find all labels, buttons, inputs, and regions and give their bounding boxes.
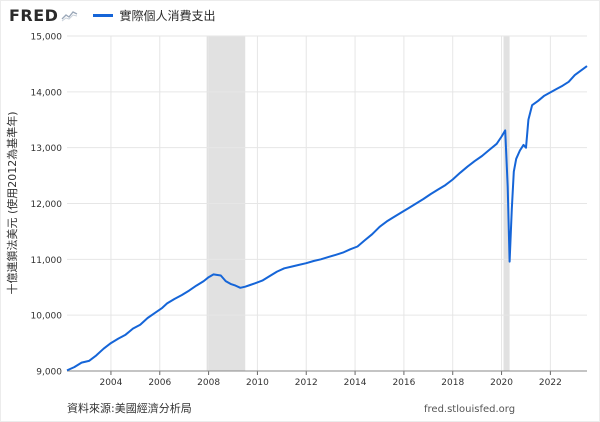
- fred-logo[interactable]: FRED: [9, 5, 59, 25]
- x-tick-label: 2020: [490, 378, 513, 388]
- legend-series-label: 實際個人消費支出: [119, 8, 216, 23]
- legend-swatch: [93, 13, 114, 17]
- x-tick-label: 2014: [344, 378, 367, 388]
- y-tick-label: 14,000: [31, 88, 63, 98]
- chart-plot: 9,000 10,000 11,000 12,000 13,000 14,000 15,00…: [31, 33, 588, 388]
- x-tick-label: 2016: [392, 378, 415, 388]
- fred-url-link[interactable]: fred.stlouisfed.org: [424, 404, 516, 415]
- x-tick-label: 2008: [197, 378, 220, 388]
- x-tick-label: 2022: [539, 378, 562, 388]
- y-tick-label: 9,000: [36, 368, 62, 378]
- y-tick-label: 11,000: [31, 256, 63, 266]
- x-tick-label: 2010: [246, 378, 269, 388]
- x-tick-label: 2018: [441, 378, 464, 388]
- y-tick-label: 13,000: [31, 144, 63, 154]
- y-tick-label: 15,000: [31, 33, 63, 43]
- x-tick-label: 2006: [148, 378, 171, 388]
- spark-line-icon: [62, 11, 78, 22]
- series-line: [66, 65, 588, 372]
- y-tick-label: 12,000: [31, 200, 63, 210]
- x-tick-label: 2012: [295, 378, 318, 388]
- y-tick-label: 10,000: [31, 312, 63, 322]
- chart-header: FRED 實際個人消費支出: [9, 4, 215, 26]
- x-tick-label: 2004: [99, 378, 122, 388]
- source-note: 資料來源:美國經濟分析局: [67, 402, 192, 415]
